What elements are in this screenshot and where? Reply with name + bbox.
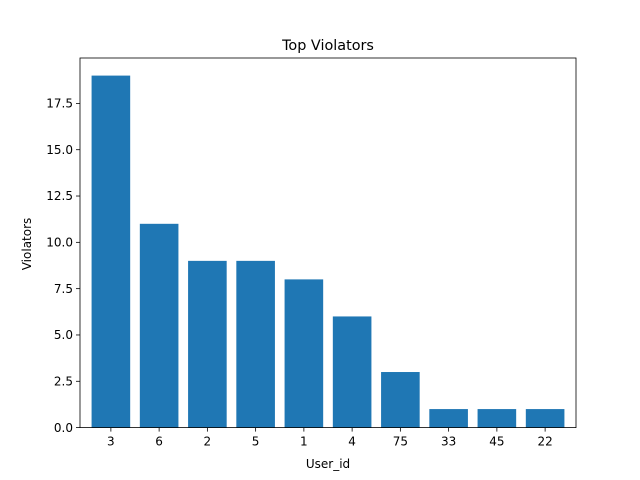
y-tick-label: 0.0	[54, 421, 73, 435]
bar-1	[284, 279, 324, 428]
x-tick-label: 33	[441, 435, 456, 449]
x-tick-label: 2	[204, 435, 212, 449]
plot-frame	[79, 57, 577, 429]
y-tick-label: 17.5	[46, 97, 73, 111]
bar-2	[188, 260, 227, 428]
x-tick-label: 45	[489, 435, 504, 449]
y-tick-label: 5.0	[54, 328, 73, 342]
y-tick-label: 7.5	[54, 282, 73, 296]
bar-5	[236, 260, 275, 428]
y-tick-label: 15.0	[46, 143, 73, 157]
x-ticks-group: 3 6 2 5 1 4 75 33 45 22	[107, 427, 553, 449]
x-tick-label: 1	[300, 435, 308, 449]
bar-33	[429, 409, 468, 428]
x-tick-label: 3	[107, 435, 115, 449]
x-tick-label: 6	[155, 435, 163, 449]
x-tick-label: 5	[252, 435, 260, 449]
y-tick-label: 10.0	[46, 236, 73, 250]
chart-title: Top Violators	[281, 38, 374, 54]
bar-6	[139, 223, 179, 428]
bar-3	[91, 75, 131, 428]
x-tick-label: 22	[537, 435, 552, 449]
x-tick-label: 4	[348, 435, 356, 449]
x-axis-label: User_id	[306, 457, 350, 471]
bars-group	[91, 75, 565, 428]
bar-45	[477, 409, 517, 428]
y-tick-label: 12.5	[46, 189, 73, 203]
bar-22	[525, 409, 565, 428]
y-tick-label: 2.5	[54, 374, 73, 388]
y-axis-label: Violators	[20, 218, 34, 271]
bar-4	[332, 316, 372, 428]
bar-75	[381, 372, 420, 428]
y-ticks-group: 0.0 2.5 5.0 7.5 10.0 12.5 15.0 17.5	[46, 97, 80, 435]
x-tick-label: 75	[393, 435, 408, 449]
